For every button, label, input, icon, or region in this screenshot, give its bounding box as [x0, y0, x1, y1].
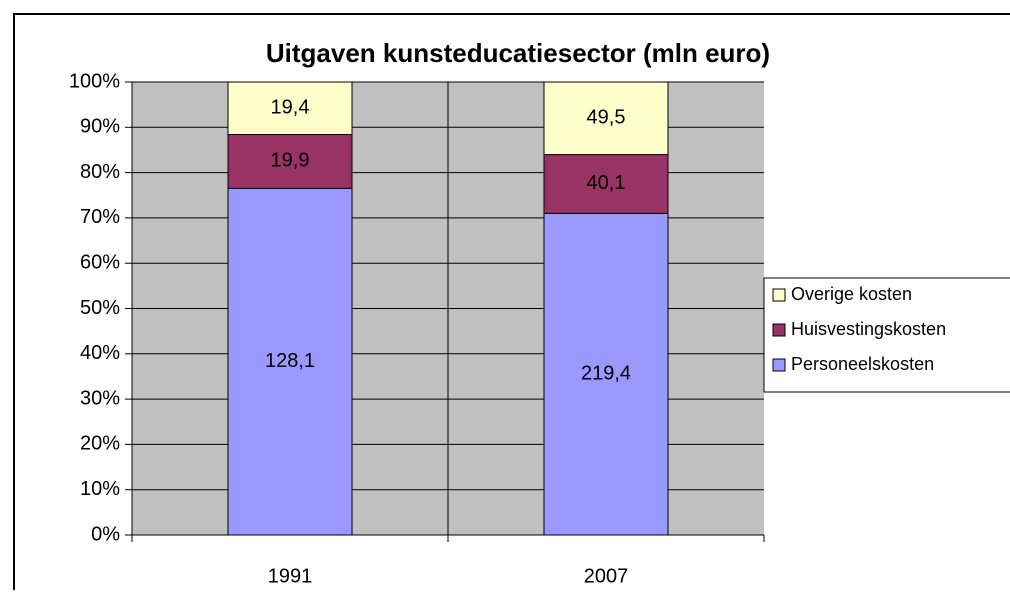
chart-title: Uitgaven kunsteducatiesector (mln euro): [266, 38, 770, 68]
data-label: 128,1: [265, 350, 315, 372]
legend-label: Huisvestingskosten: [791, 319, 946, 339]
y-tick-label: 50%: [80, 297, 120, 319]
legend-swatch: [772, 288, 786, 302]
y-tick-label: 20%: [80, 433, 120, 455]
bar-segment: [543, 81, 669, 156]
data-label: 49,5: [587, 107, 626, 129]
data-label: 219,4: [581, 362, 631, 384]
y-tick-label: 100%: [69, 70, 120, 92]
y-tick-label: 0%: [91, 523, 120, 545]
y-tick-label: 30%: [80, 387, 120, 409]
legend-label: Overige kosten: [791, 284, 912, 304]
x-tick-label: 1991: [268, 565, 313, 587]
y-tick-label: 70%: [80, 206, 120, 228]
bar-segment: [227, 187, 353, 536]
y-tick-label: 60%: [80, 251, 120, 273]
bar-segment: [543, 154, 669, 214]
bar-segment: [227, 133, 353, 189]
bar-segment: [227, 81, 353, 135]
data-label: 40,1: [587, 172, 626, 194]
data-label: 19,9: [271, 150, 310, 172]
legend-swatch: [772, 358, 786, 372]
y-tick-label: 10%: [80, 478, 120, 500]
y-tick-label: 80%: [80, 161, 120, 183]
bar-segment: [543, 212, 669, 536]
legend-swatch: [772, 323, 786, 337]
legend-label: Personeelskosten: [791, 354, 934, 374]
y-tick-label: 90%: [80, 116, 120, 138]
legend-box: [763, 277, 1010, 393]
data-label: 19,4: [271, 97, 310, 119]
x-tick-label: 2007: [584, 565, 629, 587]
y-tick-label: 40%: [80, 342, 120, 364]
